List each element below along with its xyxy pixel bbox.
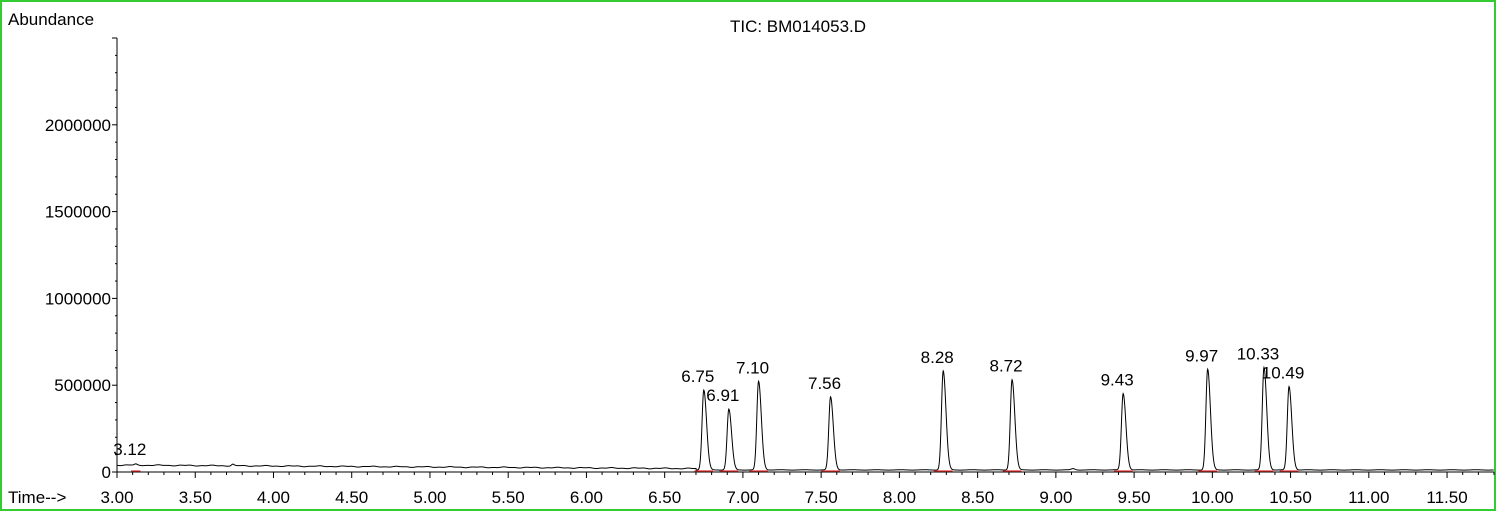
peak-label: 8.72 <box>990 357 1023 376</box>
x-axis-title: Time--> <box>8 488 66 507</box>
y-tick-label: 1500000 <box>45 203 111 222</box>
trace-layer <box>116 365 1494 472</box>
x-tick-label: 8.00 <box>883 488 916 507</box>
x-tick-label: 4.50 <box>335 488 368 507</box>
axes: 0 500000 1000000 1500000 2000000 3.00 3.50 4.00… <box>45 37 1495 507</box>
tic-trace <box>116 365 1494 471</box>
x-tick-label: 3.50 <box>179 488 212 507</box>
x-tick-label: 6.00 <box>570 488 603 507</box>
x-tick-label: 10.00 <box>1191 488 1234 507</box>
x-tick-label: 11.50 <box>1426 488 1467 507</box>
y-tick-label: 1000000 <box>45 289 111 308</box>
peak-label: 6.91 <box>706 386 739 405</box>
x-tick-label: 3.00 <box>100 488 133 507</box>
x-tick-label: 10.50 <box>1269 488 1312 507</box>
peak-label: 10.33 <box>1237 345 1280 364</box>
x-tick-label: 8.50 <box>961 488 994 507</box>
y-tick-label: 500000 <box>54 376 111 395</box>
x-tick-label: 7.00 <box>726 488 759 507</box>
x-tick-label: 9.50 <box>1118 488 1151 507</box>
x-tick-label: 9.00 <box>1039 488 1072 507</box>
y-tick-label: 0 <box>102 463 111 482</box>
peak-label: 10.49 <box>1262 364 1305 383</box>
peak-label: 9.97 <box>1185 346 1218 365</box>
peak-label: 7.10 <box>736 358 769 377</box>
peak-label: 9.43 <box>1101 371 1134 390</box>
chart-title: TIC: BM014053.D <box>730 17 866 36</box>
peak-label: 3.12 <box>113 440 146 459</box>
x-tick-label: 7.50 <box>805 488 838 507</box>
x-tick-label: 11.00 <box>1348 488 1389 507</box>
x-tick-label: 5.00 <box>413 488 446 507</box>
peak-label: 8.28 <box>921 348 954 367</box>
peak-labels: 3.12 6.756.91 7.10 7.56 8.28 8.72 9.43 9.97 10.3… <box>113 345 1304 459</box>
y-tick-label: 2000000 <box>45 116 111 135</box>
peak-label: 6.75 <box>681 367 714 386</box>
x-tick-label: 5.50 <box>492 488 525 507</box>
x-tick-label: 4.00 <box>257 488 290 507</box>
peak-label: 7.56 <box>808 374 841 393</box>
y-axis-title: Abundance <box>8 10 94 29</box>
x-tick-label: 6.50 <box>648 488 681 507</box>
